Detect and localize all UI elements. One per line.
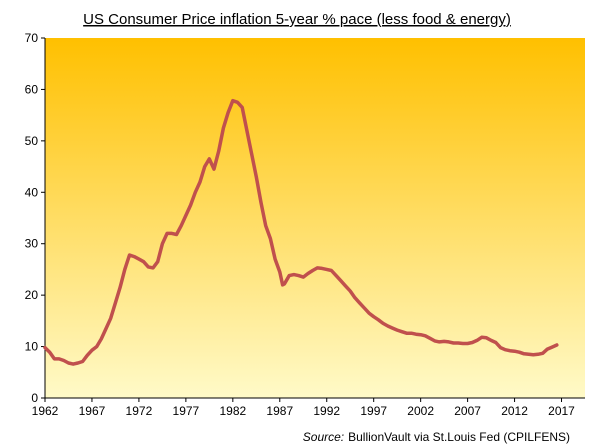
x-tick-label: 2007 xyxy=(454,404,481,418)
x-tick-label: 1987 xyxy=(266,404,293,418)
x-tick-label: 1982 xyxy=(219,404,246,418)
plot-area xyxy=(45,38,585,398)
y-tick-label: 50 xyxy=(25,134,39,148)
y-tick-label: 10 xyxy=(25,340,39,354)
x-tick-label: 2002 xyxy=(407,404,434,418)
x-tick-label: 1997 xyxy=(360,404,387,418)
chart-title: US Consumer Price inflation 5-year % pac… xyxy=(83,11,511,28)
x-axis-ticks: 1962 1967 1972 1977 1982 1987 1992 1997 2002 2007… xyxy=(32,398,575,418)
x-tick-label: 2017 xyxy=(548,404,575,418)
y-tick-label: 60 xyxy=(25,82,39,96)
x-tick-label: 1977 xyxy=(173,404,200,418)
y-tick-label: 30 xyxy=(25,237,39,251)
series-line-cpi xyxy=(43,98,559,366)
y-tick-label: 40 xyxy=(25,185,39,199)
x-tick-label: 1992 xyxy=(313,404,340,418)
source-text: BullionVault via St.Louis Fed (CPILFENS) xyxy=(348,430,570,444)
x-tick-label: 2012 xyxy=(501,404,528,418)
source-label: Source: xyxy=(303,430,344,444)
y-tick-label: 0 xyxy=(31,391,38,405)
x-tick-label: 1967 xyxy=(79,404,106,418)
x-tick-label: 1962 xyxy=(32,404,59,418)
y-axis-ticks: 0 10 20 30 40 50 60 70 xyxy=(25,31,45,405)
x-tick-label: 1972 xyxy=(126,404,153,418)
y-tick-label: 20 xyxy=(25,288,39,302)
source-note: Source: BullionVault via St.Louis Fed (CP… xyxy=(303,430,570,444)
y-tick-label: 70 xyxy=(25,31,39,45)
